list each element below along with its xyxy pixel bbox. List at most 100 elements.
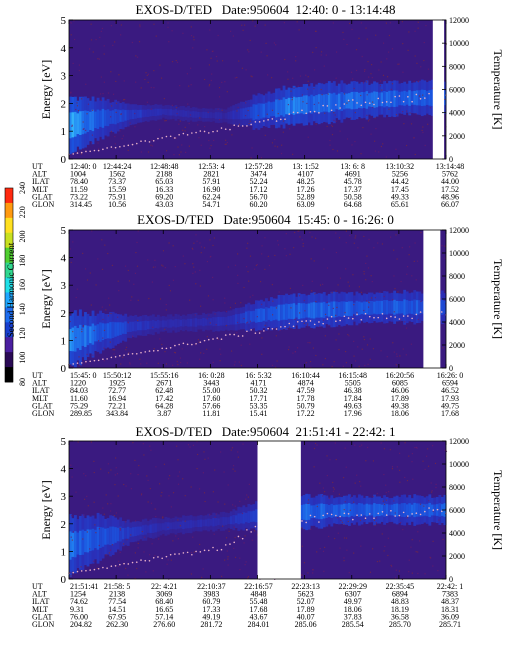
- spectrogram-cell: [320, 503, 324, 520]
- spectrogram-cell: [375, 503, 379, 517]
- spectrogram: [69, 493, 447, 577]
- noise-dot: [112, 44, 114, 47]
- noise-dot: [370, 133, 372, 135]
- noise-dot: [212, 361, 214, 364]
- temperature-point: [339, 515, 341, 518]
- spectrogram-cell: [380, 300, 384, 314]
- temperature-point: [199, 130, 202, 132]
- noise-dot: [286, 328, 288, 330]
- noise-dot: [344, 501, 346, 503]
- energy-axis-label: Energy [eV]: [39, 269, 53, 328]
- energy-tick-label: 4: [61, 253, 67, 265]
- spectrogram-cell: [129, 321, 133, 332]
- spectrogram-cell: [252, 310, 256, 322]
- spectrogram-cell: [214, 517, 218, 526]
- spectrogram-cell: [89, 529, 92, 551]
- noise-dot: [316, 505, 318, 508]
- ephemeris-value: 49.33: [391, 192, 409, 201]
- noise-dot: [125, 485, 127, 487]
- spectrogram-cell: [94, 111, 97, 129]
- noise-dot: [294, 318, 296, 320]
- noise-dot: [174, 351, 176, 354]
- noise-dot: [370, 73, 372, 75]
- noise-dot: [372, 106, 374, 109]
- noise-dot: [125, 521, 127, 523]
- spectrogram-cell: [156, 320, 160, 329]
- noise-dot: [335, 290, 337, 292]
- temperature-point: [267, 327, 269, 330]
- color-scale-swatch: [5, 337, 13, 353]
- spectrogram-cell: [177, 319, 180, 328]
- spectrogram-cell: [224, 517, 228, 525]
- spectrogram-cell: [365, 301, 369, 315]
- spectrogram-cell: [292, 303, 296, 320]
- spectrogram-cell: [106, 528, 110, 545]
- spectrogram-cell: [297, 302, 301, 319]
- noise-dot: [103, 513, 105, 515]
- noise-dot: [303, 562, 306, 564]
- noise-dot: [337, 284, 339, 286]
- noise-dot: [335, 77, 337, 79]
- noise-dot: [379, 560, 381, 562]
- noise-dot: [114, 349, 116, 351]
- noise-dot: [414, 242, 416, 244]
- spectrogram-cell: [242, 512, 246, 524]
- noise-dot: [274, 254, 276, 257]
- ephemeris-value: 1004: [70, 170, 86, 179]
- temperature-point: [102, 358, 104, 360]
- noise-dot: [247, 109, 249, 112]
- noise-dot: [299, 312, 301, 314]
- noise-dot: [381, 243, 384, 245]
- color-scale-swatch: [5, 202, 13, 219]
- noise-dot: [442, 538, 444, 541]
- noise-dot: [271, 314, 274, 316]
- noise-dot: [406, 517, 408, 519]
- noise-dot: [78, 64, 81, 66]
- ephemeris-value: 284.01: [248, 620, 270, 629]
- noise-dot: [404, 442, 406, 444]
- temperature-point: [411, 100, 413, 103]
- noise-dot: [289, 128, 291, 130]
- spectrogram-cell: [257, 103, 261, 120]
- noise-dot: [113, 353, 115, 355]
- noise-dot: [356, 312, 358, 314]
- ephemeris-value: 53.35: [250, 401, 268, 410]
- noise-dot: [363, 336, 365, 338]
- noise-dot: [335, 314, 337, 316]
- temperature-point: [169, 347, 172, 349]
- spectrogram-cell: [282, 304, 286, 320]
- ephemeris-value: 281.72: [200, 620, 222, 629]
- spectrogram-cell: [244, 311, 248, 324]
- noise-dot: [111, 544, 113, 546]
- noise-dot: [196, 441, 198, 443]
- spectrogram-cell: [234, 314, 238, 325]
- noise-dot: [140, 363, 142, 365]
- noise-dot: [137, 319, 139, 322]
- noise-dot: [207, 295, 210, 297]
- noise-dot: [301, 527, 303, 529]
- noise-dot: [147, 259, 149, 261]
- noise-dot: [399, 481, 401, 483]
- temperature-tick-label: 4000: [449, 529, 465, 538]
- noise-dot: [224, 503, 226, 505]
- noise-dot: [163, 463, 166, 465]
- noise-dot: [398, 570, 401, 572]
- noise-dot: [190, 486, 192, 488]
- spectrogram-cell: [219, 317, 223, 326]
- ephemeris-value: 74.62: [70, 597, 88, 606]
- noise-dot: [176, 445, 178, 447]
- color-scale-tick-label: 160: [18, 279, 27, 291]
- noise-dot: [184, 130, 186, 132]
- noise-dot: [216, 60, 218, 62]
- noise-dot: [391, 48, 394, 50]
- color-scale-swatch: [5, 292, 13, 308]
- spectrogram-cell: [315, 302, 319, 318]
- ephemeris-value: 11.81: [203, 409, 221, 418]
- noise-dot: [313, 447, 316, 450]
- noise-dot: [278, 291, 280, 293]
- spectrogram-cell: [370, 504, 374, 516]
- spectrogram-cell: [232, 314, 236, 325]
- noise-dot: [234, 77, 236, 79]
- spectrogram-cell: [214, 112, 218, 119]
- noise-dot: [138, 41, 141, 43]
